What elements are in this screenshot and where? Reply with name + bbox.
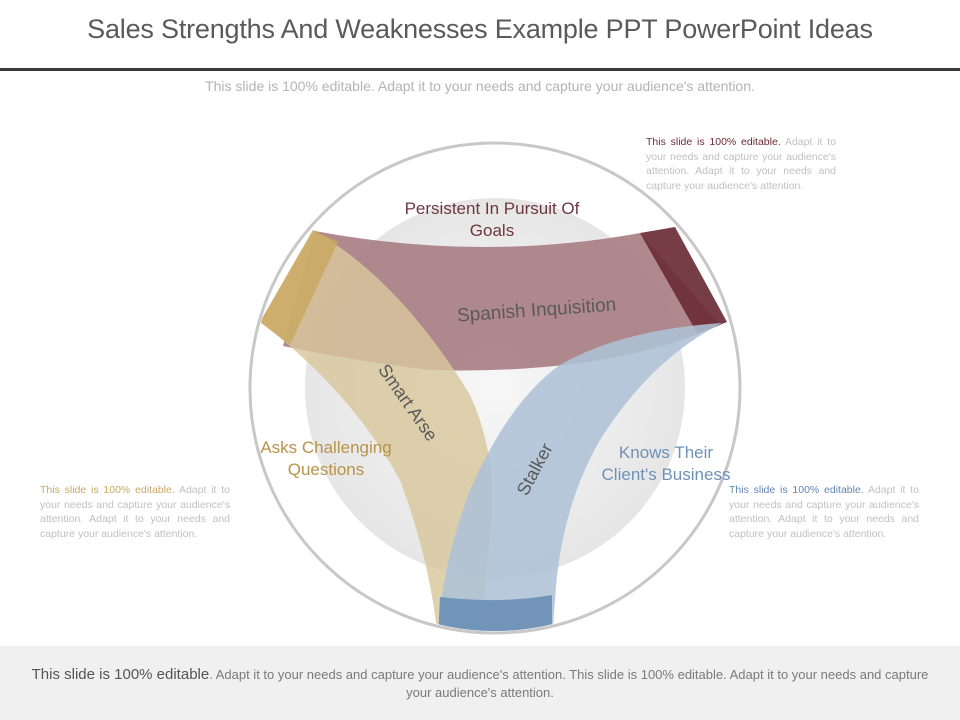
note-top-lead: This slide is 100% editable. xyxy=(646,136,781,148)
footer-lead: This slide is 100% editable xyxy=(31,666,210,683)
category-left: Asks Challenging Questions xyxy=(260,438,392,479)
slide-subtitle: This slide is 100% editable. Adapt it to… xyxy=(205,78,755,94)
note-top: This slide is 100% editable. Adapt it to… xyxy=(646,135,836,193)
footer-bar: This slide is 100% editable. Adapt it to… xyxy=(0,646,960,720)
band-blue-dark-end xyxy=(438,595,552,631)
note-right-body: Adapt it to your needs and capture your … xyxy=(729,484,919,540)
note-right-lead: This slide is 100% editable. xyxy=(729,484,864,496)
category-right: Knows Their Client's Business xyxy=(601,443,731,484)
footer-text: This slide is 100% editable. Adapt it to… xyxy=(20,666,940,702)
band-tan xyxy=(260,230,493,631)
band-tan-dark-end xyxy=(260,230,338,345)
note-left-body: Adapt it to your needs and capture your … xyxy=(40,484,230,540)
note-left-lead: This slide is 100% editable. xyxy=(40,484,175,496)
note-top-body: Adapt it to your needs and capture your … xyxy=(646,136,836,192)
footer-body: . Adapt it to your needs and capture you… xyxy=(209,667,929,700)
note-right: This slide is 100% editable. Adapt it to… xyxy=(729,483,919,541)
venn-band-diagram: Spanish Inquisition Smart Arse Stalker xyxy=(248,141,742,635)
band-blue xyxy=(438,323,722,631)
category-top: Persistent In Pursuit Of Goals xyxy=(404,199,580,240)
slide-title: Sales Strengths And Weaknesses Example P… xyxy=(87,14,873,44)
note-left: This slide is 100% editable. Adapt it to… xyxy=(40,483,230,541)
title-divider xyxy=(0,68,960,71)
band-maroon-dark-end xyxy=(640,227,727,333)
